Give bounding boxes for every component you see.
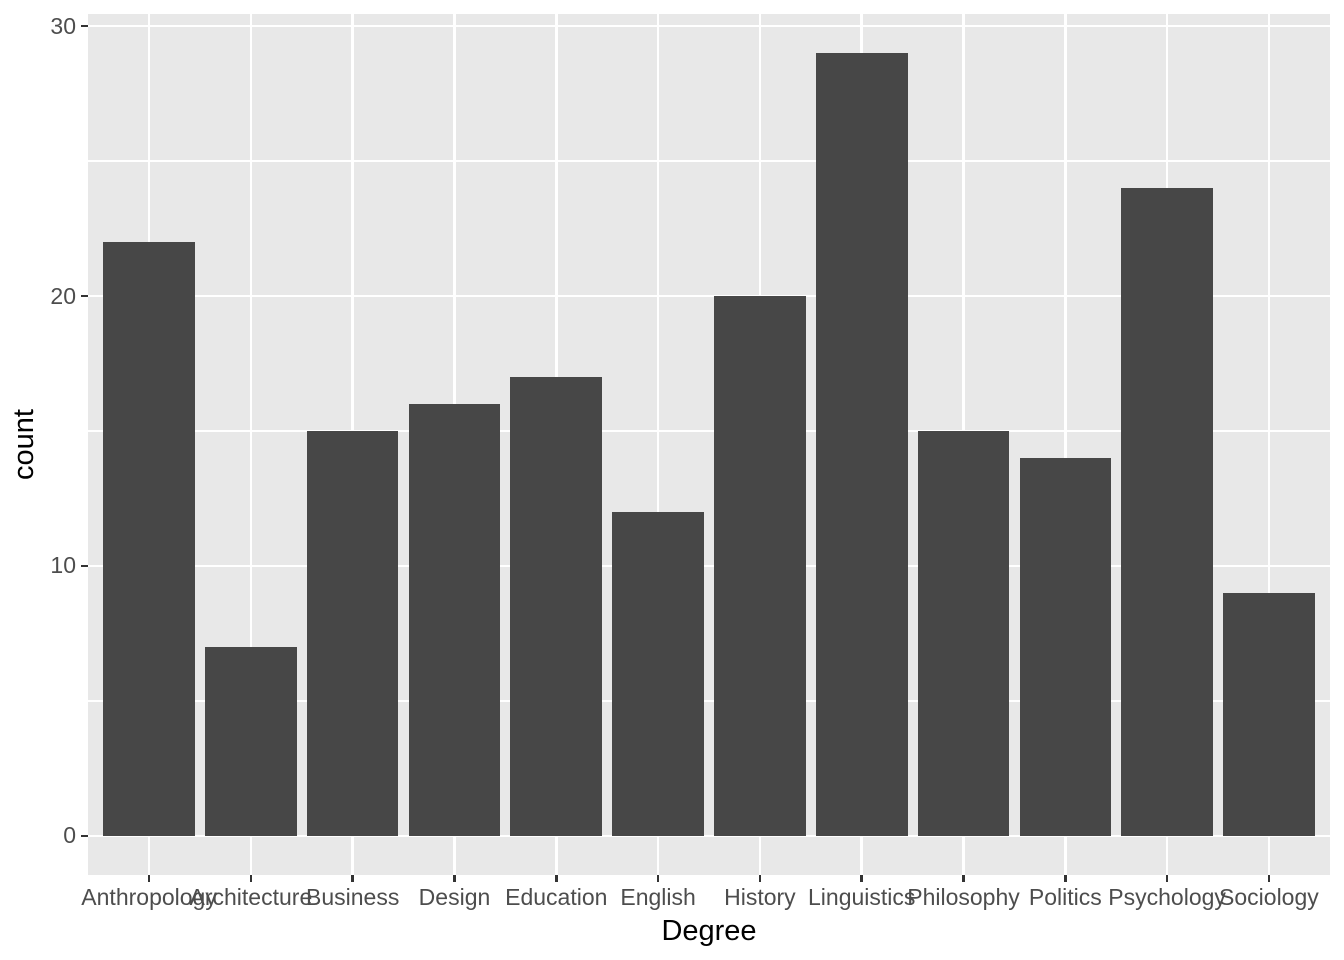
gridline-vertical: [1063, 14, 1067, 875]
x-tick-mark: [249, 875, 253, 882]
y-tick-mark: [81, 294, 88, 298]
gridline-vertical: [1267, 14, 1271, 875]
x-tick-label: Anthropology: [81, 884, 217, 910]
x-tick-label: English: [620, 884, 696, 910]
x-tick-mark: [962, 875, 965, 882]
bar-architecture: [205, 646, 297, 836]
gridline-major: [88, 294, 1330, 298]
x-tick-label: Politics: [1028, 884, 1102, 910]
y-tick-mark: [81, 24, 88, 28]
gridline-major: [88, 24, 1330, 28]
bar-history: [714, 296, 806, 836]
gridline-minor: [88, 430, 1330, 432]
x-tick-label: Education: [505, 884, 608, 910]
x-tick-mark: [1267, 875, 1271, 882]
y-tick-label: 30: [50, 12, 76, 39]
y-tick-mark: [81, 834, 88, 838]
bar-sociology: [1223, 592, 1315, 836]
x-tick-label: Design: [418, 884, 491, 910]
x-tick-mark: [351, 875, 354, 882]
x-axis-title: Degree: [661, 915, 757, 947]
y-tick-mark: [81, 564, 88, 568]
plot-panel: [88, 14, 1330, 875]
x-tick-label: Business: [306, 884, 400, 910]
bar-education: [510, 377, 603, 836]
x-tick-label: Philosophy: [907, 884, 1020, 910]
x-tick-mark: [860, 875, 863, 882]
y-tick-label: 10: [50, 552, 76, 579]
x-tick-mark: [1064, 875, 1067, 882]
bar-english: [612, 511, 704, 836]
x-tick-label: Sociology: [1219, 884, 1319, 910]
x-tick-mark: [147, 875, 151, 882]
bar-psychology: [1121, 188, 1213, 836]
bar-business: [306, 431, 399, 836]
x-tick-label: History: [724, 884, 796, 910]
gridline-vertical: [249, 14, 253, 875]
bar-design: [408, 404, 501, 836]
gridline-vertical: [656, 14, 660, 875]
x-tick-mark: [758, 875, 762, 882]
x-tick-label: Linguistics: [808, 884, 916, 910]
x-tick-label: Psychology: [1108, 884, 1226, 910]
bar-politics: [1019, 457, 1112, 836]
y-axis-title-wrap: count: [2, 14, 46, 875]
gridline-minor: [88, 700, 1330, 702]
x-tick-mark: [555, 875, 558, 882]
gridline-minor: [88, 160, 1330, 162]
gridline-major: [88, 834, 1330, 838]
x-tick-mark: [656, 875, 660, 882]
gridline-major: [88, 564, 1330, 568]
y-tick-label: 0: [63, 822, 76, 849]
x-tick-label: Architecture: [189, 884, 313, 910]
bar-anthropology: [103, 242, 195, 836]
y-tick-label: 20: [50, 282, 76, 309]
bar-philosophy: [917, 431, 1010, 836]
y-axis-title: count: [7, 409, 40, 480]
x-tick-mark: [1165, 875, 1169, 882]
x-tick-mark: [453, 875, 456, 882]
bar-linguistics: [815, 53, 908, 836]
